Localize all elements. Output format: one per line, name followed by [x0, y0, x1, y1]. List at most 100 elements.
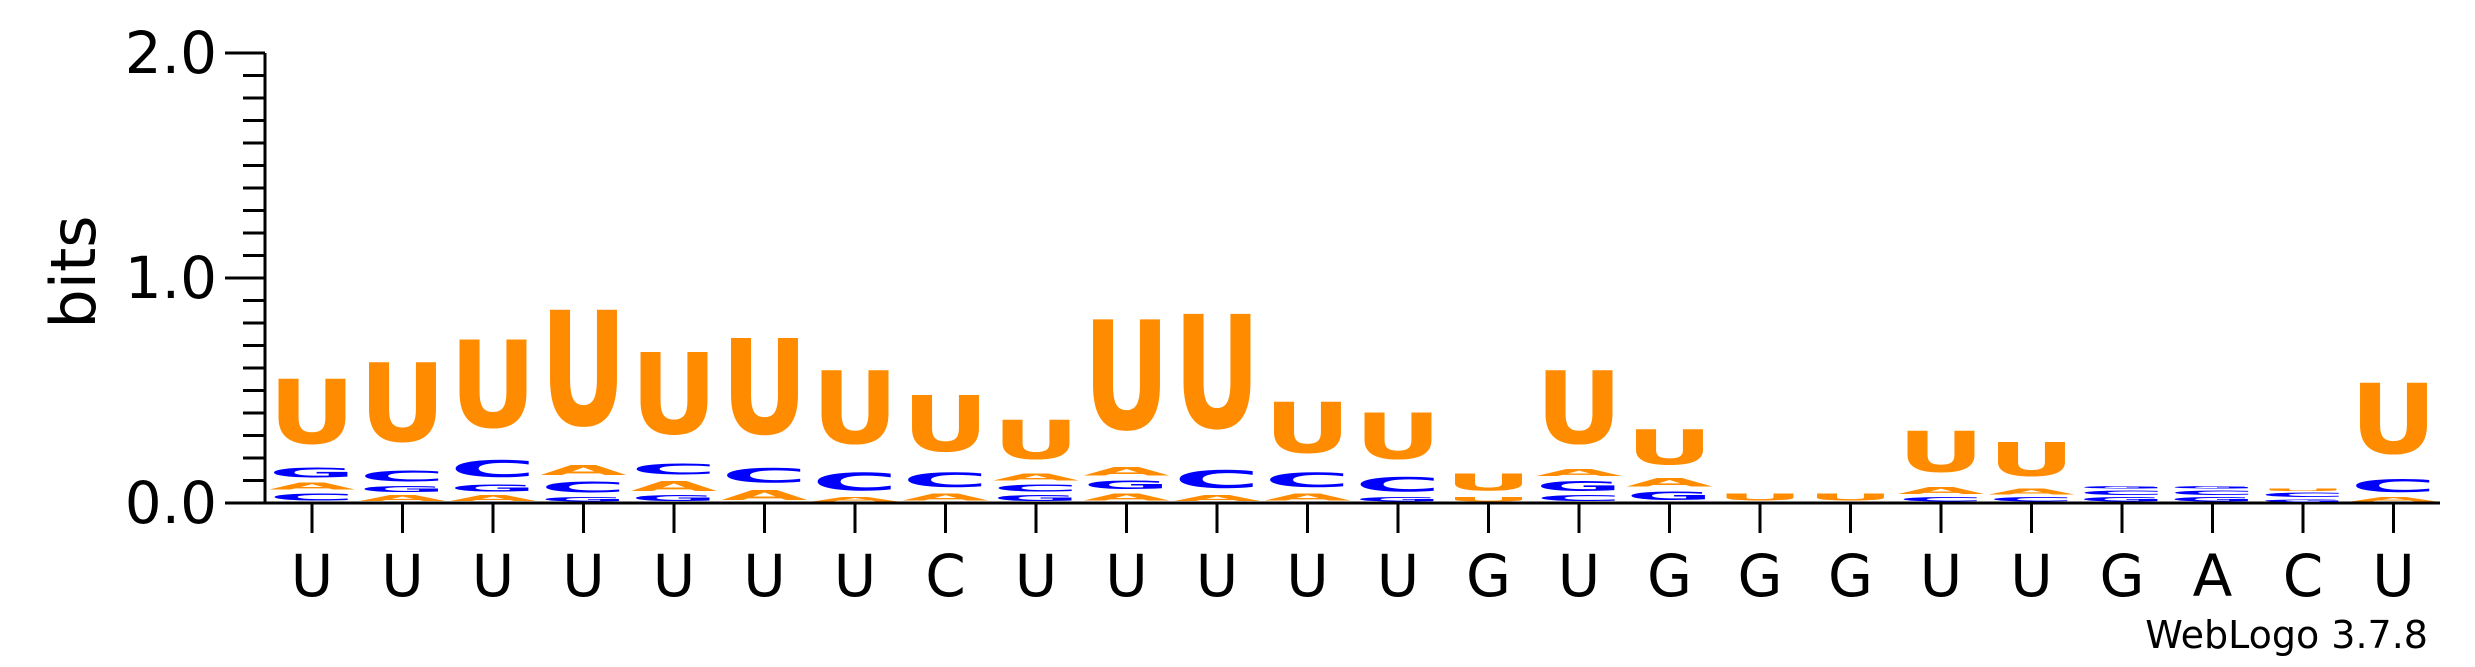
x-tick-label: U — [2010, 542, 2052, 610]
logo-letter-g: G — [450, 483, 536, 494]
logo-letter-g: G — [540, 496, 626, 503]
x-tick-label: U — [1105, 542, 1147, 610]
logo-stack: GAU — [1626, 420, 1713, 503]
logo-letter-a: A — [1898, 485, 1984, 496]
x-tick-label: U — [1196, 542, 1238, 610]
logo-letter-c: C — [1898, 496, 1984, 503]
logo-stack: CAU — [1898, 420, 1985, 503]
x-tick-label: U — [1377, 542, 1419, 610]
logo-stack: ACU — [812, 351, 899, 503]
logo-letter-c: C — [2169, 490, 2255, 497]
logo-letter-g: G — [1626, 489, 1712, 503]
logo-letter-g: G — [359, 485, 445, 494]
logo-stack: CAU — [1988, 434, 2074, 503]
logo-letter-c: C — [1988, 496, 2074, 503]
logo-letter-u: U — [450, 316, 536, 455]
logo-letter-a: A — [1988, 487, 2074, 496]
y-tick-label: 0.0 — [125, 469, 217, 537]
y-axis: 0.0 1.0 2.0 — [125, 19, 267, 537]
x-tick-label: G — [1738, 542, 1783, 610]
logo-letter-a: A — [540, 463, 627, 479]
logo-stack: U — [1717, 492, 1803, 503]
logo-stack: ACU — [1174, 284, 1261, 503]
logo-letter-u: U — [269, 362, 355, 465]
logo-letter-c: C — [721, 465, 807, 487]
logo-letter-c: C — [1536, 494, 1622, 503]
logo-letter-u: U — [1807, 492, 1893, 503]
logo-letter-a: A — [450, 494, 536, 503]
logo-letter-c: C — [540, 478, 626, 496]
logo-letter-u: U — [1988, 434, 2074, 487]
logo-letter-u: U — [1898, 420, 1985, 485]
logo-letter-u: U — [1445, 469, 1531, 496]
logo-letter-u: U — [1717, 492, 1803, 503]
logo-stack: GCU — [2260, 487, 2346, 503]
logo-stacks: CAGUAGCUAGCUGCAUGACUACUACUACUGCAUAGAUACU… — [269, 278, 2437, 503]
logo-letter-a: A — [631, 478, 718, 494]
logo-letter-u: U — [1264, 389, 1351, 469]
logo-letter-c: C — [2350, 476, 2436, 496]
logo-stack: U — [1807, 492, 1893, 503]
logo-letter-g: G — [269, 465, 355, 481]
logo-letter-c: C — [450, 456, 536, 483]
weblogo-credit: WebLogo 3.7.8 — [2145, 613, 2428, 657]
logo-letter-a: A — [993, 471, 1079, 482]
logo-letter-c: C — [1264, 469, 1350, 491]
logo-letter-u: U — [2260, 487, 2346, 491]
logo-letter-g: G — [993, 494, 1079, 503]
logo-letter-a: A — [269, 480, 355, 491]
logo-letter-g: G — [1536, 478, 1622, 494]
logo-letter-a: A — [721, 487, 808, 503]
logo-letter-c: C — [1355, 474, 1441, 496]
x-tick-label: U — [1558, 542, 1600, 610]
logo-stack: ACU — [2350, 364, 2437, 503]
logo-letter-a: A — [1174, 494, 1260, 503]
logo-letter-u: U — [1355, 400, 1441, 474]
logo-stack: ACU — [1264, 389, 1351, 503]
logo-letter-g: G — [2169, 496, 2255, 503]
logo-stack: GCG — [2169, 485, 2255, 503]
logo-letter-c: C — [993, 483, 1080, 494]
logo-letter-a: A — [359, 494, 445, 503]
logo-letter-g: G — [2079, 496, 2165, 503]
logo-letter-c: C — [902, 469, 988, 491]
x-tick-label: U — [2372, 542, 2414, 610]
logo-letter-c: C — [359, 467, 445, 485]
logo-letter-g: G — [2079, 485, 2165, 489]
x-tick-label: U — [1920, 542, 1962, 610]
logo-letter-g: G — [2169, 485, 2255, 489]
y-tick-label: 1.0 — [125, 244, 217, 312]
y-axis-label: bits — [37, 215, 110, 328]
logo-letter-u: U — [631, 330, 718, 460]
logo-letter-c: C — [2079, 490, 2165, 497]
x-tick-label: A — [2193, 542, 2233, 610]
logo-letter-u: U — [1083, 289, 1169, 464]
logo-letter-c: C — [1174, 465, 1261, 494]
logo-letter-u: U — [2350, 364, 2437, 476]
x-tick-label: G — [1466, 542, 1511, 610]
logo-letter-g: G — [1355, 496, 1441, 503]
logo-letter-u: U — [1174, 284, 1260, 465]
x-tick-label: G — [1828, 542, 1873, 610]
logo-stack: UU — [1445, 469, 1531, 503]
x-tick-label: U — [381, 542, 423, 610]
logo-letter-c: C — [2260, 492, 2346, 499]
logo-stack: ACU — [902, 380, 988, 503]
logo-letter-a: A — [902, 492, 988, 503]
x-tick-label: U — [1286, 542, 1328, 610]
x-tick-label: C — [925, 542, 966, 610]
x-tick-label: U — [291, 542, 333, 610]
logo-letter-u: U — [1626, 420, 1712, 476]
logo-letter-u: U — [1536, 351, 1622, 467]
logo-letter-u: U — [993, 409, 1079, 472]
logo-letter-u: U — [540, 278, 626, 462]
x-tick-label: U — [562, 542, 604, 610]
